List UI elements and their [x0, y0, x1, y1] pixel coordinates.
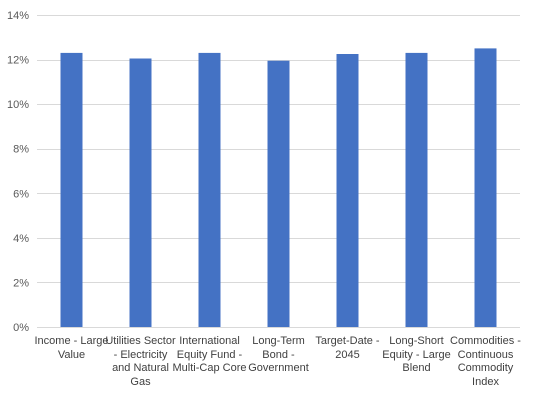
bar	[267, 60, 290, 327]
x-category-label: Target-Date - 2045	[315, 335, 380, 361]
bar	[405, 52, 428, 328]
y-tick-label: 2%	[13, 277, 29, 289]
y-tick-label: 8%	[13, 144, 29, 156]
y-tick-label: 12%	[7, 55, 29, 67]
y-tick-label: 6%	[13, 188, 29, 200]
y-tick-label: 0%	[13, 322, 29, 334]
bar	[60, 52, 83, 328]
bar	[336, 54, 359, 327]
x-category-label: International Equity Fund - Multi-Cap Co…	[172, 335, 247, 374]
x-category-label: Commodities - Continuous Commodity Index	[450, 335, 521, 388]
bars	[60, 48, 497, 328]
x-category-label: Utilities Sector - Electricity and Natur…	[105, 335, 176, 388]
bar	[474, 48, 497, 328]
y-tick-label: 14%	[7, 10, 29, 22]
y-axis-tick-labels: 0% 2% 4% 6% 8% 10% 12% 14%	[7, 10, 29, 334]
x-category-label: Long-Term Bond - Government	[248, 335, 309, 374]
x-category-label: Income - Large Value	[34, 335, 109, 361]
x-category-label: Long-Short Equity - Large Blend	[382, 335, 451, 374]
bar	[129, 58, 152, 327]
bar	[198, 52, 221, 328]
y-tick-label: 4%	[13, 233, 29, 245]
y-tick-label: 10%	[7, 99, 29, 111]
